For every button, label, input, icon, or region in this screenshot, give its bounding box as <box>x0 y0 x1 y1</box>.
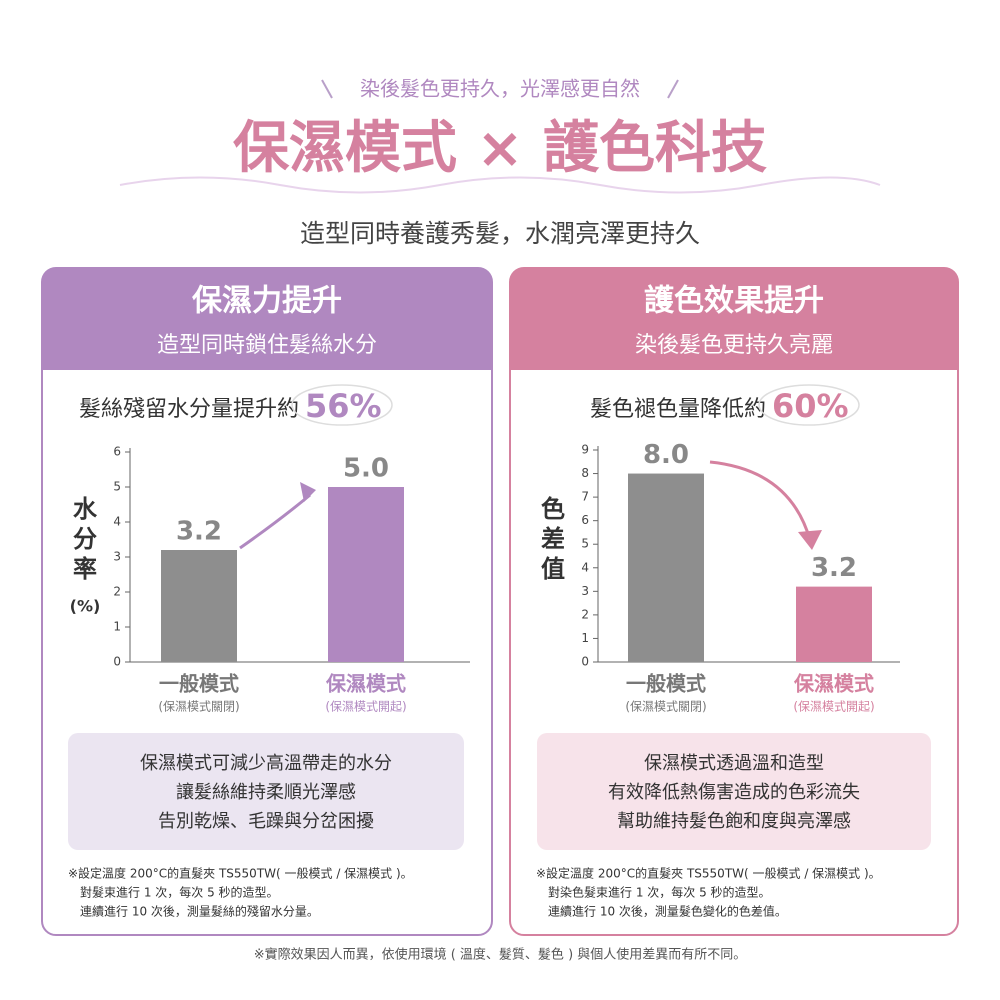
x-tick-label: 一般模式 <box>626 672 706 696</box>
y-tick-label: 2 <box>113 585 121 599</box>
trend-arrow-head <box>798 530 822 550</box>
y-tick-label: 5 <box>581 537 589 551</box>
note-box <box>68 733 464 850</box>
headline: 髮絲殘留水分量提升約 <box>79 397 299 422</box>
bar <box>161 550 237 662</box>
panel-header <box>510 268 958 370</box>
category-note: (保濕模式開起) <box>325 700 406 714</box>
decor <box>321 79 333 99</box>
trend-arrow-head <box>300 482 316 502</box>
panel-title: 護色效果提升 <box>644 284 824 319</box>
note-line: 告別乾燥、毛躁與分岔困擾 <box>158 811 374 832</box>
y-tick-label: 0 <box>113 655 121 669</box>
value-label: 5.0 <box>343 454 389 484</box>
highlight-ring <box>758 384 860 426</box>
note-line: 保濕模式透過溫和造型 <box>644 753 824 774</box>
y-tick-label: 6 <box>581 513 589 527</box>
footnote: 連續進行 10 次後，測量髮絲的殘留水分量。 <box>80 904 319 919</box>
y-tick-label: 1 <box>581 631 589 645</box>
y-tick-label: 1 <box>113 620 121 634</box>
category-note: (保濕模式關閉) <box>625 700 706 714</box>
y-axis-label: 值 <box>541 555 565 583</box>
footnote: ※設定溫度 200°C的直髮夾 TS550TW( 一般模式 / 保濕模式 )。 <box>68 866 413 881</box>
highlight-ring <box>291 384 393 426</box>
trend-arrow <box>709 460 812 541</box>
y-tick-label: 7 <box>581 490 589 504</box>
panel-title: 保濕力提升 <box>192 284 342 319</box>
y-tick-label: 3 <box>113 550 121 564</box>
x-tick-label: 保濕模式 <box>793 672 874 696</box>
y-axis-label: 率 <box>73 555 97 583</box>
main-title: 保濕模式 × 護色科技 <box>233 116 767 181</box>
panel-subtitle: 造型同時鎖住髮絲水分 <box>157 333 377 358</box>
y-axis-label: 分 <box>73 525 97 553</box>
category-note: (保濕模式關閉) <box>158 700 239 714</box>
footnote: 對髮束進行 1 次，每次 5 秒的造型。 <box>80 885 279 900</box>
y-tick-label: 2 <box>581 607 589 621</box>
subtitle: 造型同時養護秀髮，水潤亮澤更持久 <box>300 219 700 248</box>
bar <box>628 473 704 662</box>
y-tick-label: 6 <box>113 445 121 459</box>
y-axis-label: 色 <box>541 495 565 523</box>
panel-header <box>42 268 492 370</box>
tagline: 染後髮色更持久，光澤感更自然 <box>360 77 640 101</box>
footnote: ※設定溫度 200°C的直髮夾 TS550TW( 一般模式 / 保濕模式 )。 <box>536 866 881 881</box>
panel-subtitle: 染後髮色更持久亮麗 <box>635 333 833 358</box>
y-axis-label: 水 <box>73 495 98 523</box>
x-tick-label: 一般模式 <box>159 672 239 696</box>
y-tick-label: 0 <box>581 655 589 669</box>
note-line: 讓髮絲維持柔順光澤感 <box>176 781 356 803</box>
decor <box>119 176 881 194</box>
y-tick-label: 5 <box>113 480 121 494</box>
highlight: 56% <box>305 387 382 425</box>
y-axis-label: 差 <box>541 525 565 553</box>
y-tick-label: 9 <box>581 443 589 457</box>
decor <box>667 79 679 99</box>
value-label: 3.2 <box>811 553 857 583</box>
footnote: 對染色髮束進行 1 次，每次 5 秒的造型。 <box>548 885 771 900</box>
note-box <box>537 733 931 850</box>
y-axis-unit: (%) <box>70 597 101 616</box>
footnote: 連續進行 10 次後，測量髮色變化的色差值。 <box>548 904 787 919</box>
highlight: 60% <box>772 387 849 425</box>
y-tick-label: 8 <box>581 466 589 480</box>
headline: 髮色褪色量降低約 <box>590 397 766 422</box>
footer: ※實際效果因人而異，依使用環境 ( 溫度、髮質、髮色 ) 與個人使用差異而有所不… <box>254 947 747 963</box>
y-tick-label: 4 <box>581 560 589 574</box>
bar <box>796 586 872 662</box>
category-note: (保濕模式開起) <box>793 700 874 714</box>
value-label: 8.0 <box>643 440 689 470</box>
y-tick-label: 4 <box>113 515 121 529</box>
y-tick-label: 3 <box>581 584 589 598</box>
x-tick-label: 保濕模式 <box>325 672 406 696</box>
bar <box>328 487 404 662</box>
value-label: 3.2 <box>176 517 222 547</box>
note-line: 有效降低熱傷害造成的色彩流失 <box>608 782 860 803</box>
note-line: 幫助維持髮色飽和度與亮澤感 <box>617 810 851 832</box>
note-line: 保濕模式可減少高溫帶走的水分 <box>140 753 392 774</box>
